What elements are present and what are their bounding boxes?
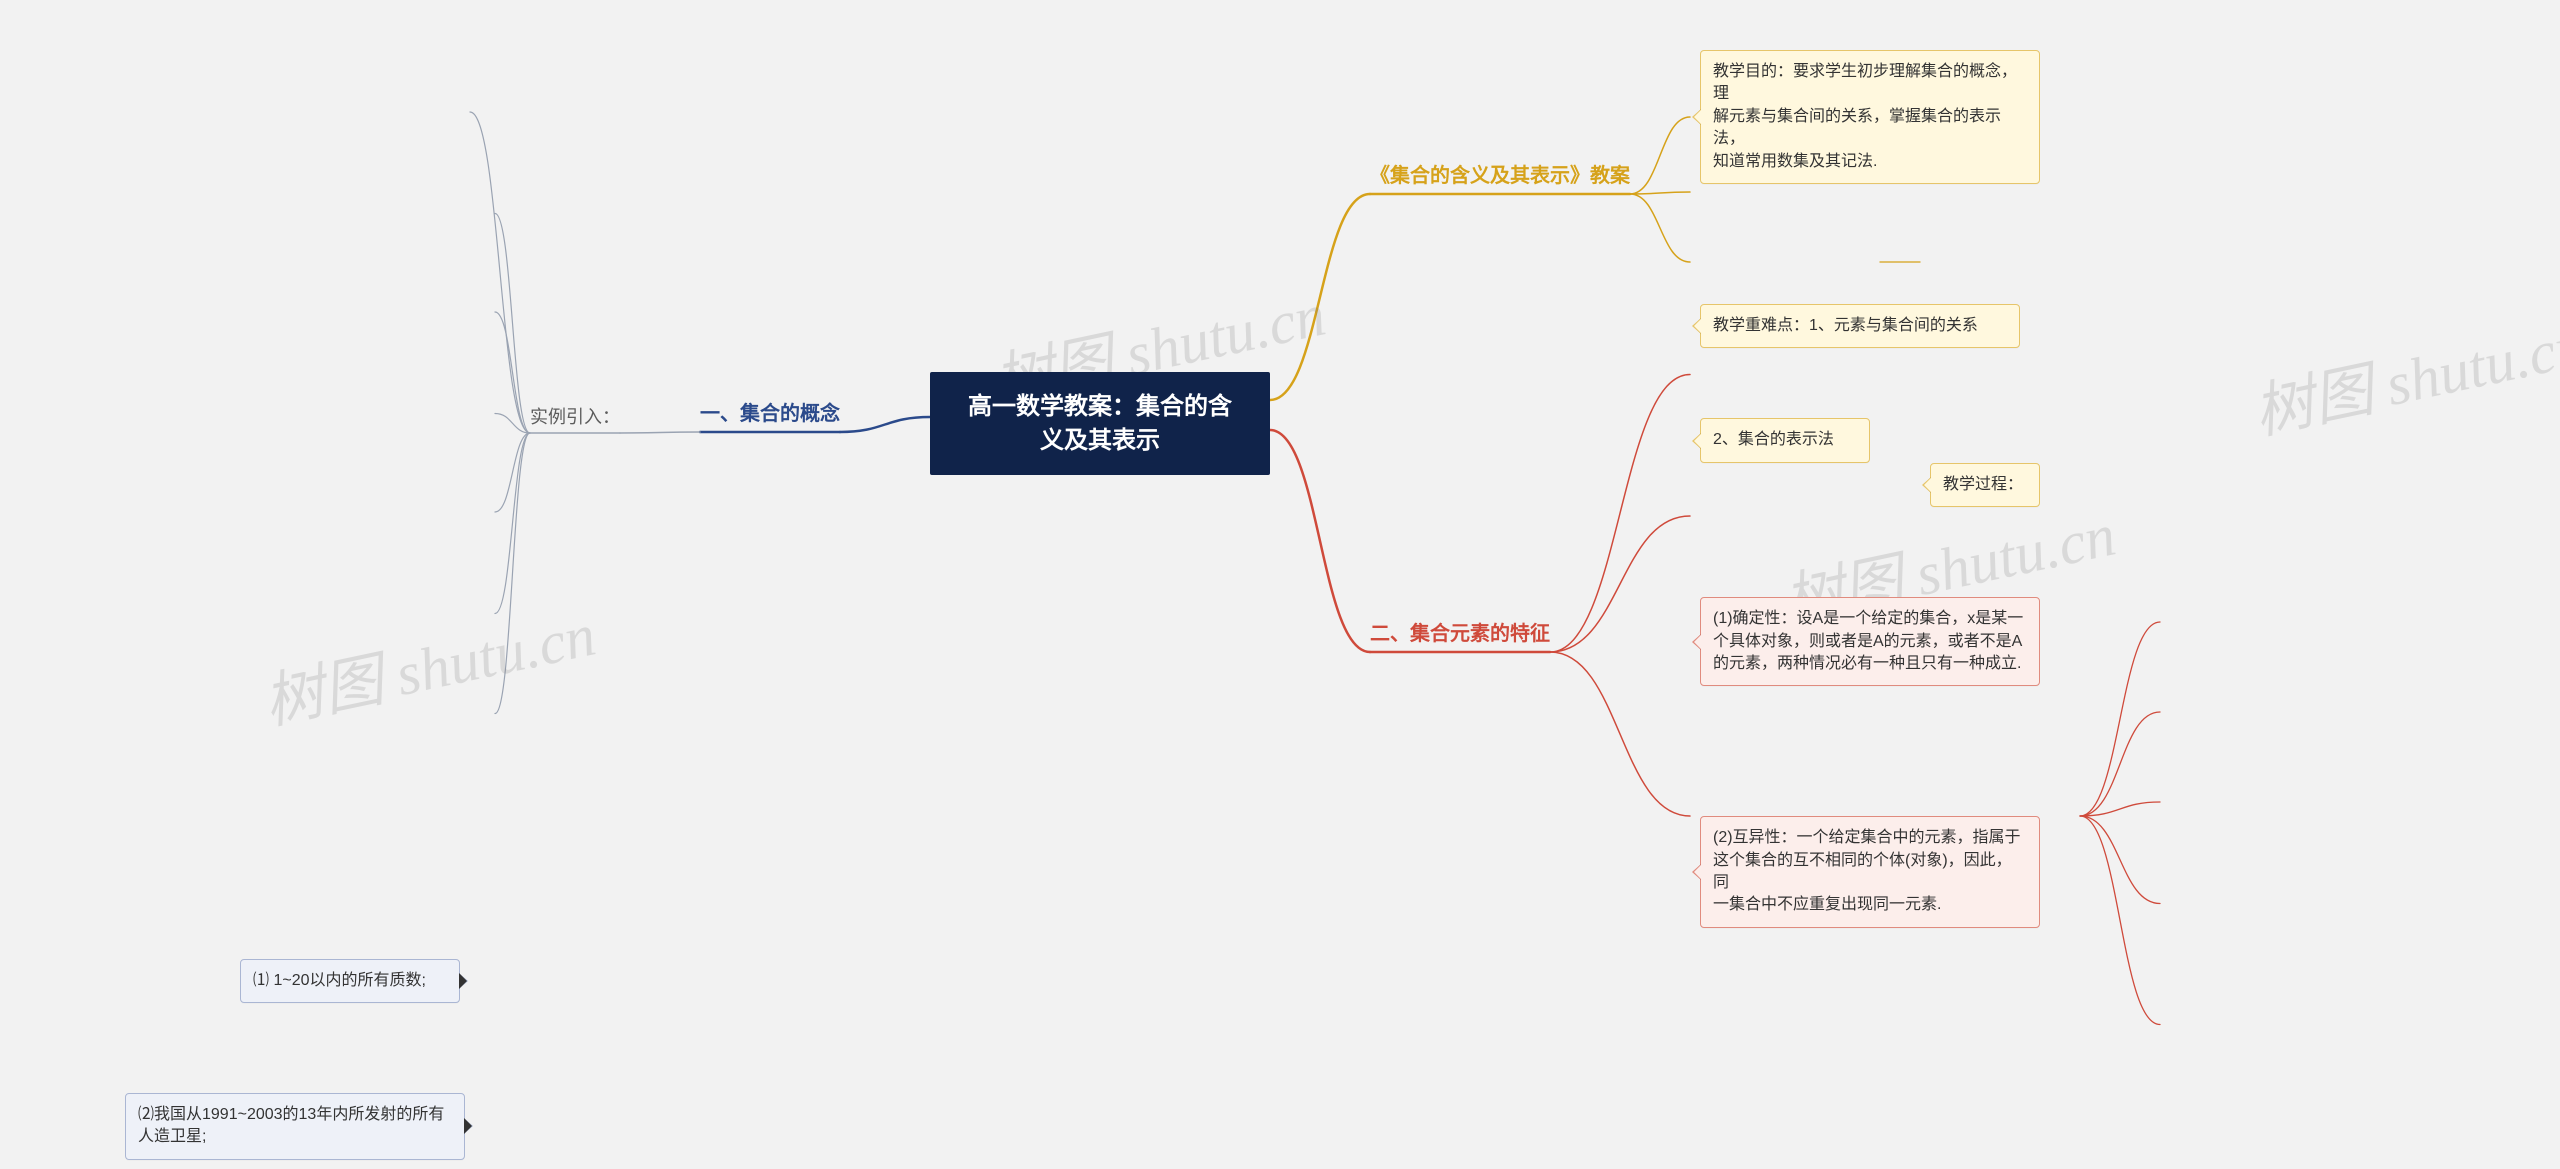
leaf-plan-3-1: 教学过程： <box>1930 463 2040 507</box>
mid-mid-ex: 实例引入： <box>530 405 620 430</box>
branch-b-plan: 《集合的含义及其表示》教案 <box>1370 162 1630 190</box>
leaf-c1: ⑴ 1~20以内的所有质数; <box>240 959 460 1003</box>
root-node: 高一数学教案：集合的含 义及其表示 <box>930 372 1270 475</box>
leaf-plan-3: 2、集合的表示法 <box>1700 418 1870 462</box>
leaf-plan-1: 教学目的：要求学生初步理解集合的概念，理 解元素与集合间的关系，掌握集合的表示法… <box>1700 50 2040 184</box>
leaf-plan-2: 教学重难点：1、元素与集合间的关系 <box>1700 304 2020 348</box>
watermark: 树图 shutu.cn <box>255 586 602 741</box>
mindmap-canvas: 树图 shutu.cn树图 shutu.cn树图 shutu.cn树图 shut… <box>0 0 2560 1169</box>
branch-b-feat: 二、集合元素的特征 <box>1370 620 1550 648</box>
leaf-feat-2: (2)互异性：一个给定集合中的元素，指属于 这个集合的互不相同的个体(对象)，因… <box>1700 816 2040 928</box>
branch-b-concept: 一、集合的概念 <box>700 400 840 428</box>
leaf-feat-1: (1)确定性：设A是一个给定的集合，x是某一 个具体对象，则或者是A的元素，或者… <box>1700 597 2040 686</box>
leaf-c2: ⑵我国从1991~2003的13年内所发射的所有 人造卫星; <box>125 1093 465 1160</box>
watermark: 树图 shutu.cn <box>2245 296 2560 451</box>
